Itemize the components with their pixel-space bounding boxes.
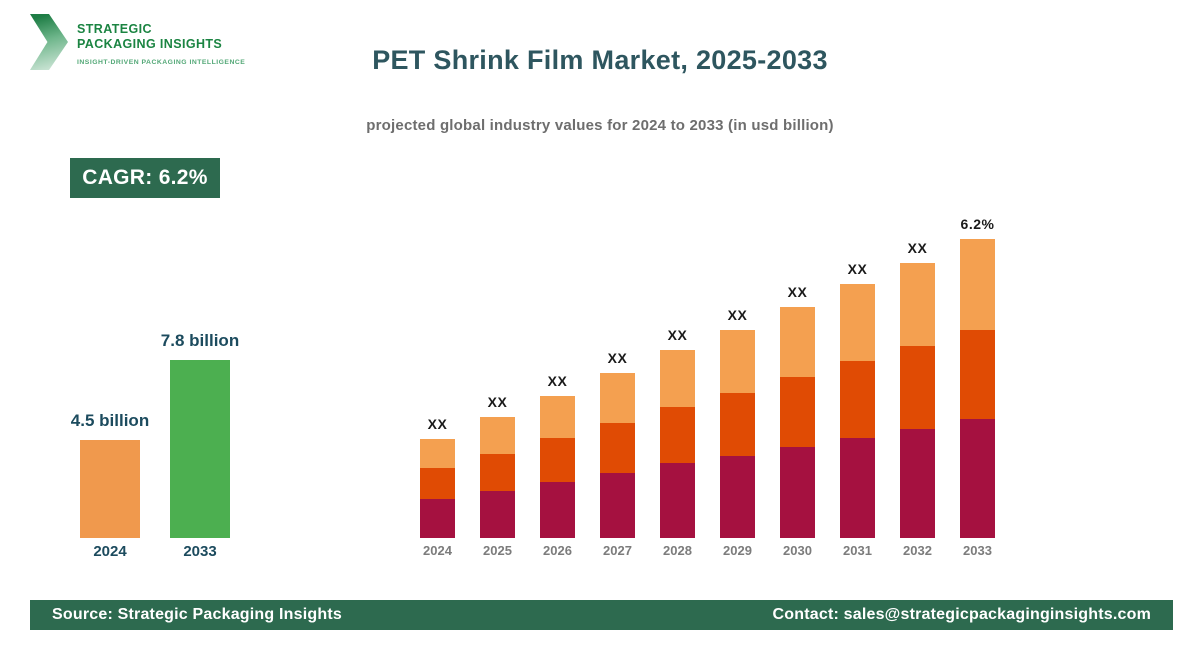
bar-segment-top <box>720 330 755 393</box>
bar-segment-top <box>960 239 995 330</box>
bar-segment-bottom <box>600 473 635 538</box>
stacked-bar-2031: XX 2031 <box>840 261 875 558</box>
stacked-bar-year-label: 2031 <box>843 543 872 558</box>
mini-bar-year-label: 2033 <box>183 543 217 560</box>
stacked-bar-value-label: XX <box>487 394 508 410</box>
stacked-bar-value-label: 6.2% <box>960 216 995 232</box>
mini-bar-value-label: 7.8 billion <box>160 331 240 350</box>
bar-segment-bottom <box>540 482 575 538</box>
bar-segment-top <box>660 350 695 407</box>
stacked-bar-value-label: XX <box>547 373 568 389</box>
bar-segment-middle <box>540 438 575 482</box>
bar-segment-middle <box>420 468 455 499</box>
stacked-bar-value-label: XX <box>847 261 868 277</box>
bar-segment-middle <box>720 393 755 456</box>
stacked-bar-year-label: 2030 <box>783 543 812 558</box>
stacked-bar-chart: XX 2024 XX 2025 XX 2026 XX 2027 XX 2028 XX 2029 XX 20… <box>420 200 995 558</box>
stacked-bar-2024: XX 2024 <box>420 416 455 558</box>
stacked-bar-year-label: 2033 <box>963 543 992 558</box>
brand-tagline: INSIGHT-DRIVEN PACKAGING INTELLIGENCE <box>77 59 246 66</box>
stacked-bar-year-label: 2028 <box>663 543 692 558</box>
brand-name-line2: PACKAGING INSIGHTS <box>77 37 223 51</box>
mini-bar-value-label: 4.5 billion <box>70 411 150 430</box>
footer-source: Source: Strategic Packaging Insights <box>52 606 342 623</box>
bar-segment-bottom <box>960 419 995 538</box>
mini-bar-2033: 7.8 billion 2033 <box>161 331 239 560</box>
bar-segment-bottom <box>780 447 815 538</box>
brand-logo-text: STRATEGIC PACKAGING INSIGHTS INSIGHT-DRI… <box>77 14 245 66</box>
stacked-bar-value-label: XX <box>427 416 448 432</box>
bar-segment-top <box>900 263 935 346</box>
stacked-bar-value-label: XX <box>727 307 748 323</box>
stacked-bar-2029: XX 2029 <box>720 307 755 558</box>
stacked-bar-year-label: 2027 <box>603 543 632 558</box>
stacked-bar-value-label: XX <box>607 350 628 366</box>
stacked-bar-year-label: 2025 <box>483 543 512 558</box>
stacked-bar-2025: XX 2025 <box>480 394 515 558</box>
bar-segment-top <box>780 307 815 377</box>
page-title: PET Shrink Film Market, 2025-2033 <box>372 45 828 75</box>
footer-contact: Contact: sales@strategicpackaginginsight… <box>772 606 1151 623</box>
bar-segment-bottom <box>900 429 935 538</box>
footer-bar: Source: Strategic Packaging Insights Con… <box>30 600 1173 630</box>
bar-segment-middle <box>600 423 635 473</box>
brand-name-line1: STRATEGIC <box>77 22 152 36</box>
stacked-bar-2030: XX 2030 <box>780 284 815 558</box>
bar-segment-top <box>840 284 875 361</box>
bar-segment-middle <box>660 407 695 463</box>
mini-bar-2024: 4.5 billion 2024 <box>71 411 149 560</box>
cagr-badge: CAGR: 6.2% <box>70 158 220 198</box>
bar-segment-bottom <box>420 499 455 538</box>
bar-segment-middle <box>780 377 815 447</box>
stacked-bar-value-label: XX <box>907 240 928 256</box>
stacked-bar-2028: XX 2028 <box>660 327 695 558</box>
bar-segment-bottom <box>840 438 875 538</box>
bar-segment-top <box>540 396 575 438</box>
stacked-bar-value-label: XX <box>787 284 808 300</box>
bar-segment-middle <box>480 454 515 491</box>
stacked-bar-year-label: 2029 <box>723 543 752 558</box>
page-subtitle: projected global industry values for 202… <box>366 117 834 134</box>
bar-segment-middle <box>840 361 875 438</box>
bar-segment-top <box>600 373 635 423</box>
stacked-bar-value-label: XX <box>667 327 688 343</box>
stacked-bar-2032: XX 2032 <box>900 240 935 558</box>
bar-segment-bottom <box>480 491 515 538</box>
stacked-bar-year-label: 2032 <box>903 543 932 558</box>
stacked-bar-2026: XX 2026 <box>540 373 575 558</box>
bar-segment-bottom <box>660 463 695 538</box>
stacked-bar-2033: 6.2% 2033 <box>960 216 995 558</box>
comparison-chart: 4.5 billion 2024 7.8 billion 2033 <box>71 300 239 560</box>
bar-segment-top <box>420 439 455 468</box>
mini-bar-year-label: 2024 <box>93 543 127 560</box>
stacked-bar-year-label: 2024 <box>423 543 452 558</box>
brand-logo: STRATEGIC PACKAGING INSIGHTS INSIGHT-DRI… <box>30 14 245 70</box>
stacked-bar-2027: XX 2027 <box>600 350 635 558</box>
bar-segment-middle <box>900 346 935 429</box>
bar-segment-bottom <box>720 456 755 538</box>
stacked-bar-year-label: 2026 <box>543 543 572 558</box>
bar-segment-middle <box>960 330 995 419</box>
bar-segment-top <box>480 417 515 454</box>
